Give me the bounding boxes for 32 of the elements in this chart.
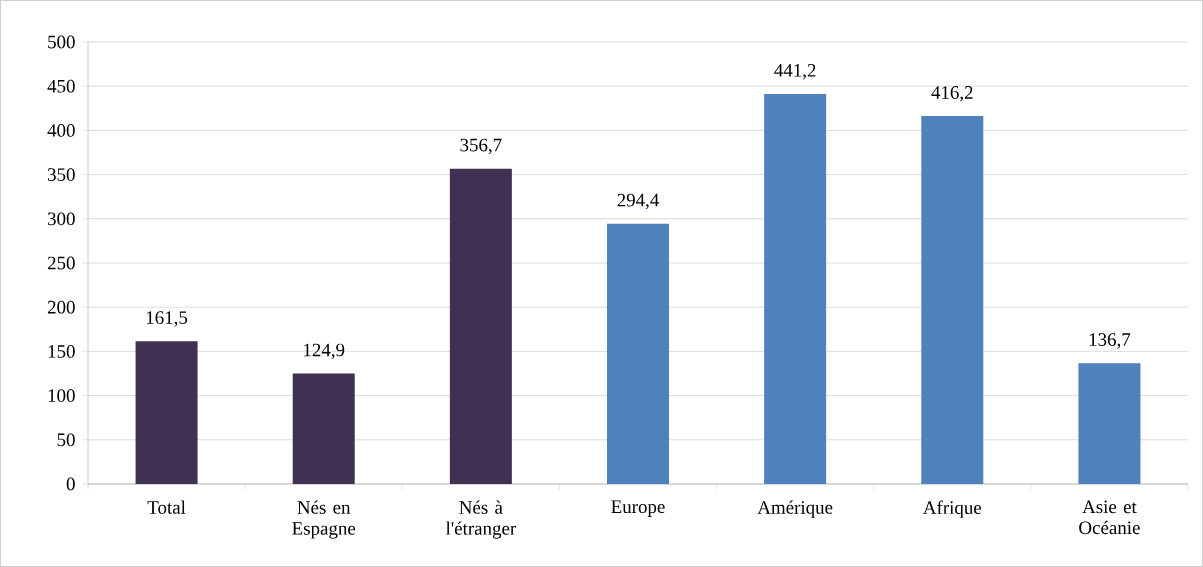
y-tick-label: 50 [57, 433, 75, 447]
x-tick-label: Nés à l'étranger [445, 500, 517, 539]
bar [921, 116, 984, 484]
y-tick-label: 500 [48, 35, 75, 49]
bar [135, 341, 198, 484]
y-tick-label: 150 [48, 345, 75, 358]
data-label: 294,4 [617, 193, 659, 210]
bar [292, 373, 355, 484]
y-tick-label: 200 [47, 300, 75, 314]
y-tick-label: 400 [47, 124, 75, 137]
y-tick-label: 350 [48, 168, 75, 181]
y-tick-label: 300 [48, 212, 75, 226]
x-tick-label: Amérique [757, 500, 833, 518]
data-label: 161,5 [146, 311, 188, 327]
bar [764, 93, 827, 484]
y-tick-label: 0 [66, 477, 75, 491]
x-tick-label: Asie et Océanie [1079, 500, 1140, 535]
bar [607, 223, 669, 484]
data-label: 416,2 [931, 86, 973, 102]
data-label: 124,9 [304, 343, 345, 360]
bar [449, 168, 512, 484]
y-tick-label: 250 [47, 256, 75, 270]
data-label: 356,7 [460, 138, 502, 155]
data-label: 441,2 [774, 64, 816, 80]
y-tick-label: 450 [47, 79, 75, 93]
x-tick-label: Europe [611, 500, 665, 517]
y-tick-label: 100 [48, 389, 75, 402]
x-tick-label: Afrique [923, 500, 982, 518]
x-tick-label: Nés en Espagne [292, 500, 356, 539]
bar [1078, 363, 1141, 484]
x-tick-label: Total [147, 500, 186, 514]
data-label: 136,7 [1089, 333, 1131, 349]
